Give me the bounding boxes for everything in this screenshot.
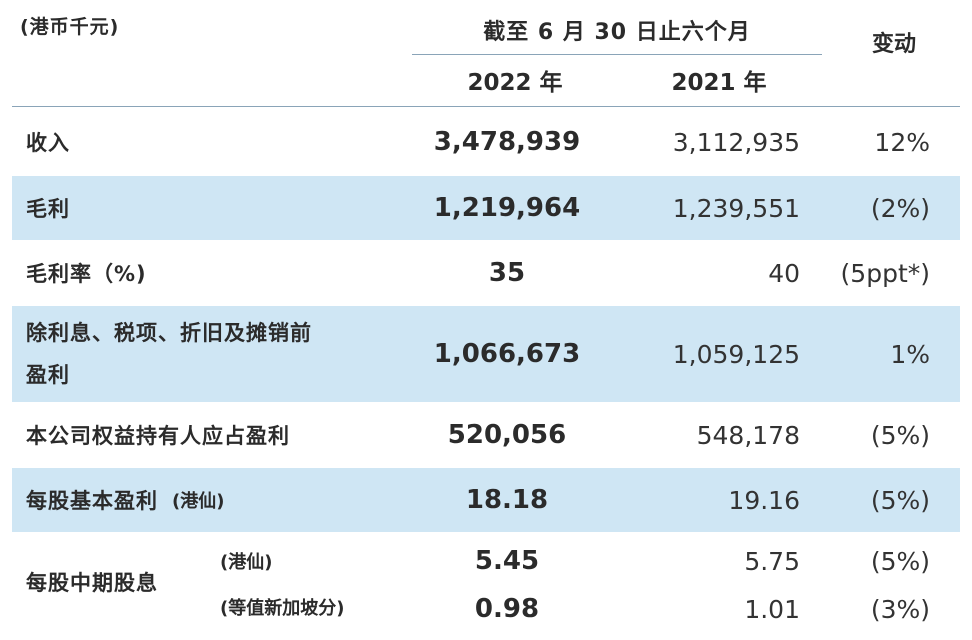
period-underline bbox=[412, 54, 822, 55]
table-row-ebitda: 除利息、税项、折旧及摊销前 盈利 1,066,673 1,059,125 1% bbox=[12, 306, 960, 402]
table-row-revenue: 收入 3,478,939 3,112,935 12% bbox=[12, 110, 960, 174]
table-row-gross-profit: 毛利 1,219,964 1,239,551 (2%) bbox=[12, 176, 960, 240]
value-change: (5%) bbox=[870, 420, 930, 450]
row-label: 收入 bbox=[26, 131, 70, 155]
value-2022: 0.98 bbox=[474, 594, 540, 624]
table-row-gross-margin: 毛利率（%) 35 40 (5ppt*) bbox=[12, 242, 960, 304]
row-label: 毛利 bbox=[26, 197, 70, 221]
value-change: (5ppt*) bbox=[840, 258, 930, 288]
value-2022: 1,219,964 bbox=[433, 193, 581, 223]
value-change: 12% bbox=[874, 127, 930, 157]
value-2021: 1,239,551 bbox=[672, 193, 800, 223]
value-2021: 548,178 bbox=[696, 420, 800, 450]
currency-unit-label: (港币千元) bbox=[20, 16, 120, 38]
value-change: (5%) bbox=[870, 485, 930, 515]
row-label: 本公司权益持有人应占盈利 bbox=[26, 424, 290, 448]
value-2022: 35 bbox=[488, 258, 526, 288]
value-change: (2%) bbox=[870, 193, 930, 223]
value-2022: 18.18 bbox=[465, 485, 549, 515]
row-label: 每股基本盈利 (港仙) bbox=[26, 468, 224, 532]
table-row-basic-eps: 每股基本盈利 (港仙) 18.18 19.16 (5%) bbox=[12, 468, 960, 532]
value-2021: 5.75 bbox=[744, 546, 800, 576]
header-rule bbox=[12, 106, 960, 107]
value-change: 1% bbox=[890, 339, 930, 369]
value-change: (3%) bbox=[870, 594, 930, 624]
table-row-profit-attributable: 本公司权益持有人应占盈利 520,056 548,178 (5%) bbox=[12, 404, 960, 466]
row-sublabel-unit: (等值新加坡分) bbox=[220, 598, 345, 619]
value-change: (5%) bbox=[870, 546, 930, 576]
year-2021-header: 2021 年 bbox=[671, 70, 767, 96]
value-2021: 19.16 bbox=[728, 485, 800, 515]
row-label-line1: 除利息、税项、折旧及摊销前 bbox=[26, 321, 312, 345]
change-header: 变动 bbox=[871, 32, 916, 57]
table-row-dividend-sg-cents: (等值新加坡分) 0.98 1.01 (3%) bbox=[12, 584, 960, 634]
value-2021: 1.01 bbox=[744, 594, 800, 624]
value-2022: 3,478,939 bbox=[433, 127, 581, 157]
row-label: 毛利率（%) bbox=[26, 262, 147, 286]
value-2022: 5.45 bbox=[474, 546, 540, 576]
row-label-text: 每股基本盈利 bbox=[26, 489, 158, 513]
period-header: 截至 6 月 30 日止六个月 bbox=[483, 20, 751, 45]
value-2021: 1,059,125 bbox=[672, 339, 800, 369]
row-label-interim-dividend: 每股中期股息 bbox=[26, 571, 158, 595]
row-label-unit: (港仙) bbox=[172, 491, 225, 512]
year-2022-header: 2022 年 bbox=[467, 70, 563, 96]
row-label: 除利息、税项、折旧及摊销前 盈利 bbox=[26, 306, 312, 402]
value-2021: 3,112,935 bbox=[672, 127, 800, 157]
row-sublabel-unit: (港仙) bbox=[220, 552, 273, 573]
value-2022: 520,056 bbox=[447, 420, 567, 450]
table-row-dividend-hk-cents: (港仙) 5.45 5.75 (5%) bbox=[12, 536, 960, 586]
value-2022: 1,066,673 bbox=[433, 339, 581, 369]
row-label-line2: 盈利 bbox=[26, 363, 70, 387]
value-2021: 40 bbox=[768, 258, 800, 288]
